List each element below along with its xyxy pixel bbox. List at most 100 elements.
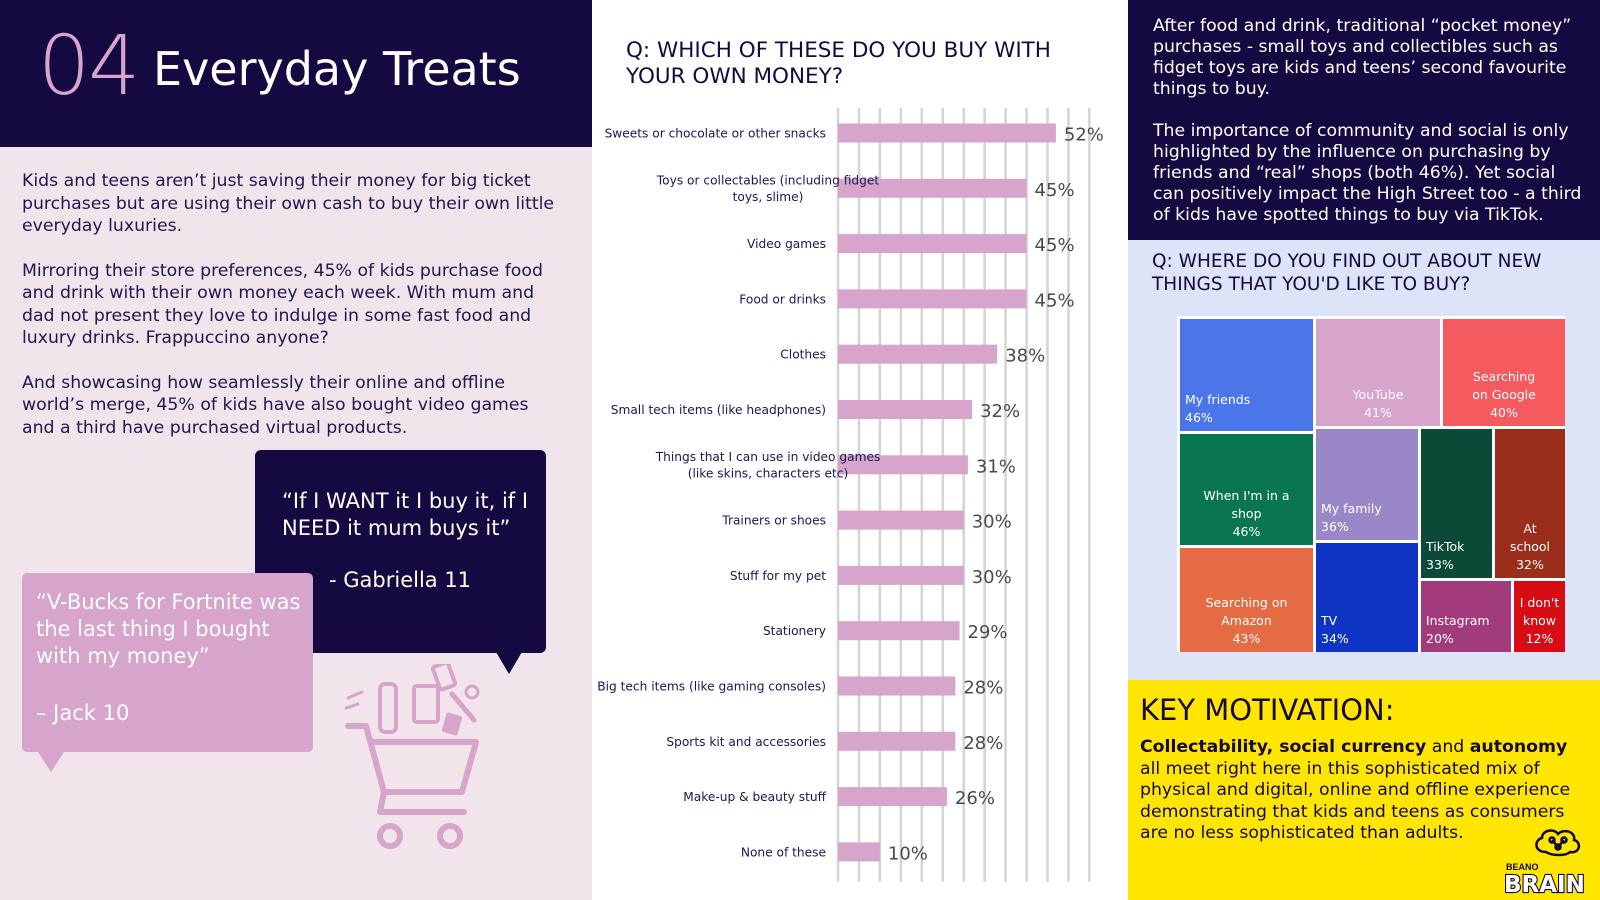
treemap-cell: YouTube 41% — [1316, 319, 1440, 426]
treemap-cell: My family 36% — [1316, 429, 1418, 540]
category-label: Toys or collectables (including fidget to… — [656, 174, 880, 205]
treemap-category: When I'm in a — [1203, 488, 1290, 503]
category-label-line: toys, slime) — [733, 190, 804, 204]
treemap-cell: Searching on Google 40% — [1443, 319, 1565, 426]
quote-bubble-jack: “V-Bucks for Fortnite was the last thing… — [22, 573, 313, 752]
beano-brain-logo: BEANO BRAIN — [1503, 829, 1586, 894]
treemap-cell-label: Instagram 20% — [1426, 612, 1508, 648]
title-bar: 04 Everyday Treats — [0, 0, 592, 147]
treemap-category: At — [1523, 521, 1537, 536]
bar-value-label: 45% — [1035, 290, 1075, 311]
treemap-category: YouTube — [1352, 387, 1404, 402]
treemap-cell-label: I don't know 12% — [1514, 594, 1565, 648]
treemap-value: 33% — [1426, 557, 1454, 572]
bar — [838, 842, 880, 862]
category-label-line: Things that I can use in video games — [655, 450, 881, 464]
bar — [838, 731, 956, 751]
treemap-category: school — [1509, 539, 1551, 554]
treemap-value: 20% — [1426, 631, 1454, 646]
treemap-value: 41% — [1364, 405, 1392, 420]
bar-value-label: 28% — [963, 733, 1003, 754]
category-label: None of these — [741, 845, 826, 859]
quote-author: – Jack 10 — [36, 701, 130, 725]
key-motivation-text: Collectability, social currency and auto… — [1140, 737, 1580, 845]
quote-bubble-gabriella: “If I WANT it I buy it, if I NEED it mum… — [255, 450, 546, 653]
intro-paragraph-3: And showcasing how seamlessly their onli… — [22, 372, 529, 438]
bar — [838, 676, 956, 696]
treemap-category: shop — [1231, 506, 1262, 521]
treemap-cell-label: At school 32% — [1495, 520, 1565, 574]
bar — [838, 234, 1027, 254]
bar — [838, 565, 964, 585]
logo-top-text: BEANO — [1506, 862, 1539, 872]
category-label: Big tech items (like gaming consoles) — [597, 680, 826, 694]
treemap-category: Searching on — [1205, 595, 1288, 610]
bar-value-label: 45% — [1035, 180, 1075, 201]
category-label: Small tech items (like headphones) — [611, 403, 826, 417]
category-label-line: Stuff for my pet — [730, 569, 826, 583]
bar-chart: 52% Sweets or chocolate or other snacks 45… — [597, 108, 1104, 882]
treemap-value: 12% — [1525, 631, 1554, 646]
key-motivation-panel — [1128, 680, 1600, 900]
treemap-cell-label: My family 36% — [1321, 500, 1415, 536]
treemap-cell-label: Searching on Google 40% — [1443, 368, 1565, 422]
bar-value-label: 38% — [1005, 346, 1045, 367]
category-label: Sweets or chocolate or other snacks — [605, 127, 826, 141]
intro-text: Kids and teens aren’t just saving their … — [22, 170, 557, 461]
bar-value-label: 30% — [972, 512, 1012, 533]
commentary-panel: After food and drink, traditional “pocke… — [1128, 0, 1600, 240]
treemap-value: 40% — [1490, 405, 1518, 420]
treemap-category: Searching — [1472, 369, 1536, 384]
key-motivation-body: all meet right here in this sophisticate… — [1140, 758, 1571, 844]
conjunction: and — [1426, 737, 1470, 757]
treemap-value: 43% — [1232, 631, 1261, 646]
category-label: Things that I can use in video games (lik… — [655, 450, 881, 481]
quote-text: “If I WANT it I buy it, if I NEED it mum… — [282, 489, 529, 540]
treemap-category: know — [1522, 613, 1557, 628]
bar — [838, 123, 1056, 143]
bar-value-label: 29% — [968, 622, 1008, 643]
bar-value-label: 32% — [980, 401, 1020, 422]
shopping-cart-icon — [344, 664, 480, 849]
category-label: Sports kit and accessories — [666, 735, 826, 749]
treemap-cell: I don't know 12% — [1514, 581, 1565, 652]
treemap-cell-label: TV 34% — [1321, 612, 1415, 648]
bar — [838, 455, 968, 475]
bar — [838, 510, 964, 530]
treemap-category: TV — [1321, 613, 1338, 628]
treemap-title: Q: WHERE DO YOU FIND OUT ABOUT NEW THING… — [1152, 251, 1542, 295]
bar-value-label: 31% — [976, 456, 1016, 477]
speech-tail — [496, 652, 522, 674]
category-label: Food or drinks — [739, 292, 826, 306]
treemap-cell: Searching on Amazon 43% — [1180, 548, 1313, 652]
category-label: Clothes — [780, 348, 826, 362]
treemap-cell-label: TikTok 33% — [1426, 538, 1489, 574]
category-label: Trainers or shoes — [721, 514, 826, 528]
page-title: Everyday Treats — [153, 42, 521, 96]
bar-value-label: 28% — [963, 678, 1003, 699]
treemap-cell: TV 34% — [1316, 543, 1418, 652]
category-label: Video games — [747, 237, 826, 251]
bar — [838, 178, 1027, 198]
category-label-line: Small tech items (like headphones) — [611, 403, 826, 417]
treemap-value: 34% — [1321, 631, 1349, 646]
treemap-cell: Instagram 20% — [1421, 581, 1511, 652]
key-term-1: Collectability, social currency — [1140, 737, 1427, 757]
treemap-category: Instagram — [1426, 613, 1490, 628]
bar — [838, 787, 947, 807]
treemap-cell-label: YouTube 41% — [1316, 386, 1440, 422]
bar-value-label: 45% — [1035, 235, 1075, 256]
category-label-line: Stationery — [763, 624, 826, 638]
category-label-line: Make-up & beauty stuff — [683, 790, 826, 804]
treemap-cell: When I'm in a shop 46% — [1180, 434, 1313, 545]
section-number: 04 — [38, 19, 140, 114]
treemap-cell: TikTok 33% — [1421, 429, 1492, 578]
commentary-paragraph-2: The importance of community and social i… — [1153, 121, 1582, 225]
category-label-line: Sweets or chocolate or other snacks — [605, 127, 826, 141]
category-label-line: Toys or collectables (including fidget — [656, 174, 880, 188]
category-label-line: Sports kit and accessories — [666, 735, 826, 749]
bar-value-label: 26% — [955, 788, 995, 809]
commentary-paragraph-1: After food and drink, traditional “pocke… — [1153, 16, 1572, 99]
logo-bottom-text: BRAIN — [1504, 872, 1585, 894]
intro-paragraph-2: Mirroring their store preferences, 45% o… — [22, 260, 543, 349]
